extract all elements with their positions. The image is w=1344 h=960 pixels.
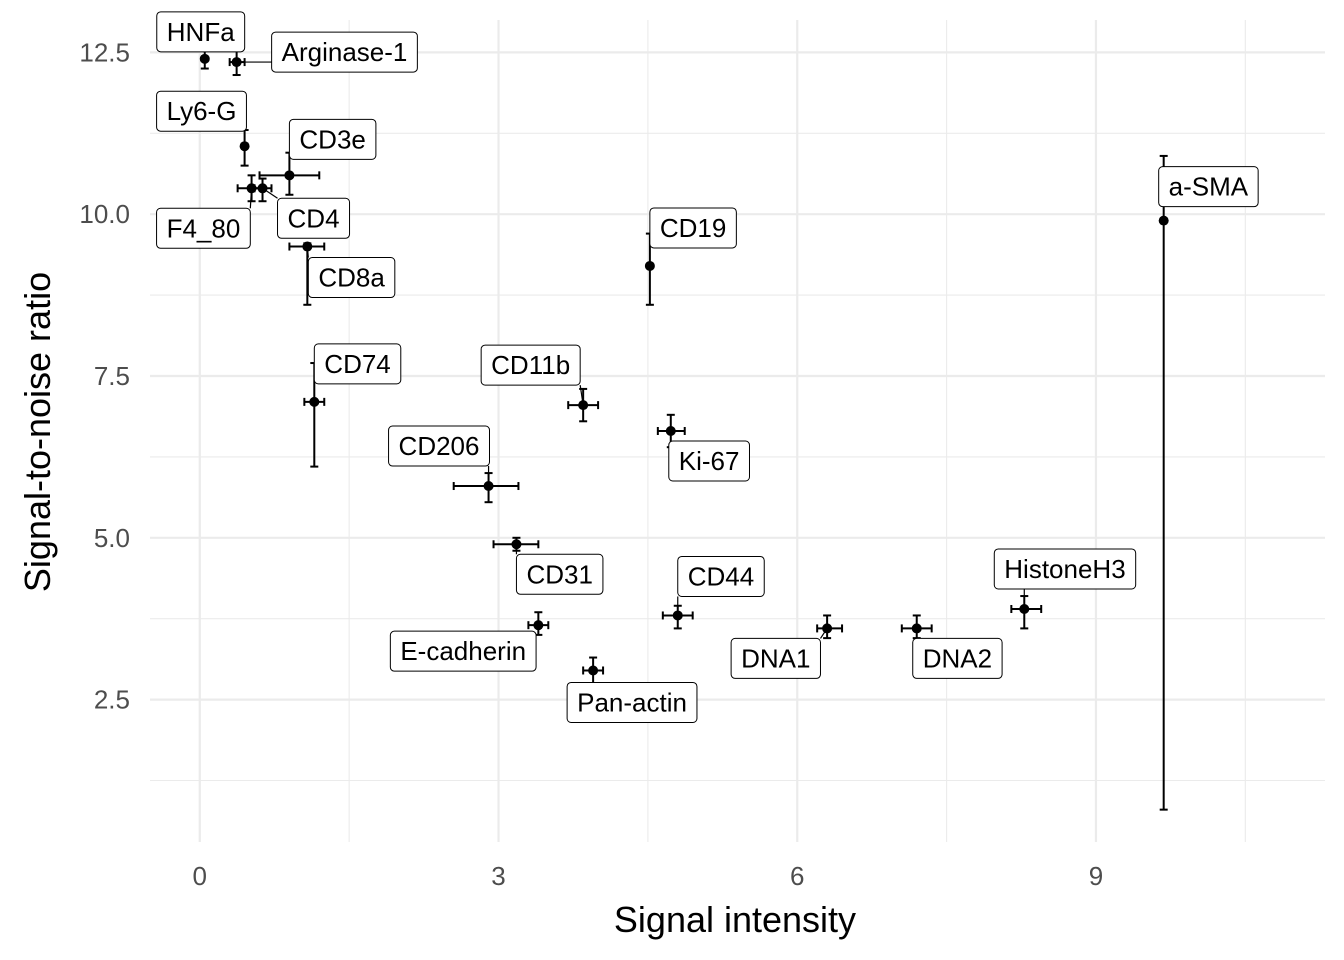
point-label: HNFa [156,11,246,53]
point-label-text: Ly6-G [167,96,237,126]
point-label: CD31 [515,544,604,595]
point-label-box [307,257,396,299]
point-label-text: CD31 [526,559,592,589]
y-axis-ticks: 2.5 5.0 7.5 10.0 12.5 [79,37,130,714]
point-label: a-SMA [1158,166,1259,221]
point-label-box [388,425,490,467]
point-label-text: E-cadherin [400,636,526,666]
point-label-box [668,440,750,482]
point-label-box [912,637,1003,679]
data-point-group [527,611,550,636]
point-labels: HNFa Arginase-1 Ly6-G CD3e F4_80 CD4 CD8a CD19 a… [156,11,1259,723]
x-axis-ticks: 0 3 6 9 [193,861,1104,891]
label-leader-line [579,385,584,406]
x-tick-label: 0 [193,861,207,891]
data-point [199,53,210,64]
x-axis-title: Signal intensity [614,899,856,940]
grid [150,20,1325,842]
point-label-box [993,548,1137,590]
point-label-text: CD4 [288,203,340,233]
point-label-text: CD11b [491,350,570,380]
point-label: HistoneH3 [993,548,1137,609]
y-tick-label: 7.5 [94,361,130,391]
point-label-text: HNFa [167,17,235,47]
point-label-text: Pan-actin [577,687,687,717]
data-point-group [1158,154,1169,811]
point-label-box [730,637,821,679]
point-label-text: F4_80 [167,213,241,243]
point-label-box [156,11,246,53]
point-label-text: DNA1 [741,643,810,673]
point-label: F4_80 [156,188,253,249]
point-label-box [1158,166,1259,208]
point-label: CD44 [677,555,765,616]
x-tick-label: 9 [1089,861,1103,891]
y-tick-label: 5.0 [94,523,130,553]
point-label: Ly6-G [156,90,247,147]
point-label: DNA2 [912,628,1003,679]
point-label-text: DNA2 [923,643,992,673]
point-label: CD4 [262,187,351,239]
point-label: CD11b [480,344,584,406]
point-label-box [156,207,251,249]
point-label-box [277,197,351,239]
y-tick-label: 2.5 [94,685,130,715]
label-leader-line [249,188,253,209]
point-label-box [677,555,765,597]
y-tick-label: 10.0 [79,199,130,229]
point-label: DNA1 [730,628,828,679]
point-label: CD19 [649,207,737,266]
point-label-text: CD74 [324,349,390,379]
data-point-group [1010,595,1043,630]
label-leader-line [262,187,278,199]
data-point-group [452,472,520,504]
point-label: Ki-67 [668,431,750,482]
point-label-box [480,344,581,386]
point-label-box [288,118,377,160]
point-label: CD8a [306,246,396,299]
point-label-text: HistoneH3 [1004,554,1125,584]
x-tick-label: 6 [790,861,804,891]
label-leader-line [819,628,828,639]
point-label-text: CD206 [399,431,480,461]
point-label: Arginase-1 [236,31,418,73]
point-label-text: CD3e [299,124,365,154]
label-leader-line [306,246,309,258]
point-label-text: CD44 [688,561,754,591]
point-label-box [313,343,402,385]
point-label-box [389,630,537,672]
point-label-box [515,553,604,595]
point-label-box [156,90,247,132]
data-point [533,620,544,631]
point-label-box [271,31,418,73]
point-label: CD3e [288,118,377,176]
point-label: CD74 [313,343,402,402]
point-label-box [566,681,698,723]
point-label: Pan-actin [566,670,698,723]
x-tick-label: 3 [491,861,505,891]
point-label-text: CD8a [318,263,385,293]
y-axis-title: Signal-to-noise ratio [17,272,58,592]
point-label-text: Ki-67 [679,446,740,476]
point-label-text: a-SMA [1169,172,1249,202]
point-label-text: Arginase-1 [282,37,408,67]
point-label-box [649,207,737,249]
point-label: CD206 [388,425,490,487]
y-tick-label: 12.5 [79,37,130,67]
point-label-text: CD19 [660,213,726,243]
data-point-group [253,177,273,203]
point-label: E-cadherin [389,630,537,672]
